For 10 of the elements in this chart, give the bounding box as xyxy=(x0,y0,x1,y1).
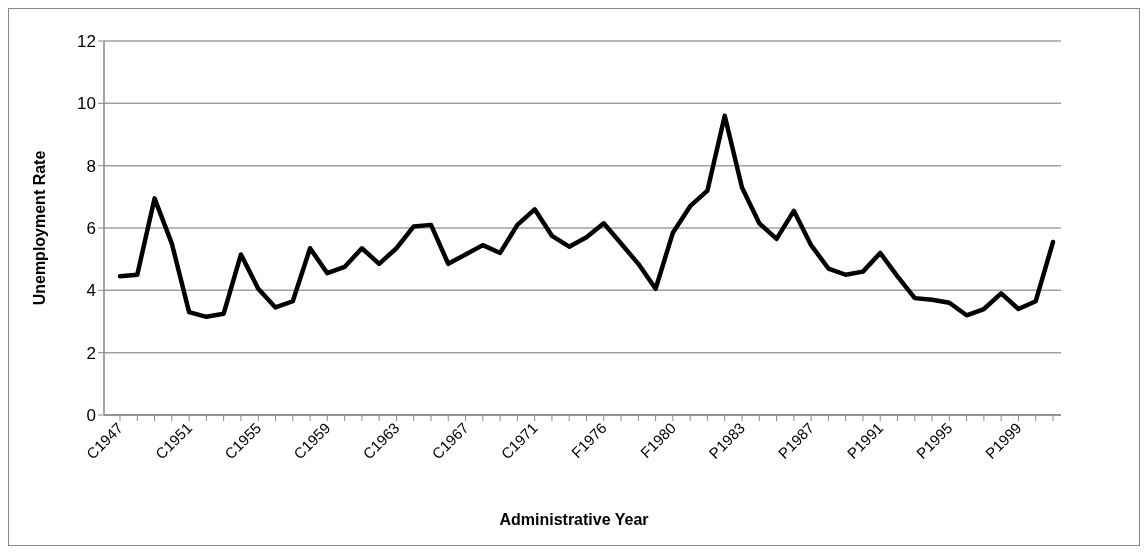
y-axis-title: Unemployment Rate xyxy=(30,150,48,306)
y-tick-label: 10 xyxy=(77,94,96,114)
y-tick-label: 8 xyxy=(86,156,96,176)
y-tick-label: 6 xyxy=(86,219,96,239)
x-axis-title: Administrative Year xyxy=(498,511,650,529)
y-tick-label: 4 xyxy=(86,281,96,301)
y-tick-label: 0 xyxy=(86,406,96,426)
y-tick-label: 12 xyxy=(77,32,96,52)
y-tick-label: 2 xyxy=(86,343,96,363)
line-series xyxy=(117,113,1056,320)
